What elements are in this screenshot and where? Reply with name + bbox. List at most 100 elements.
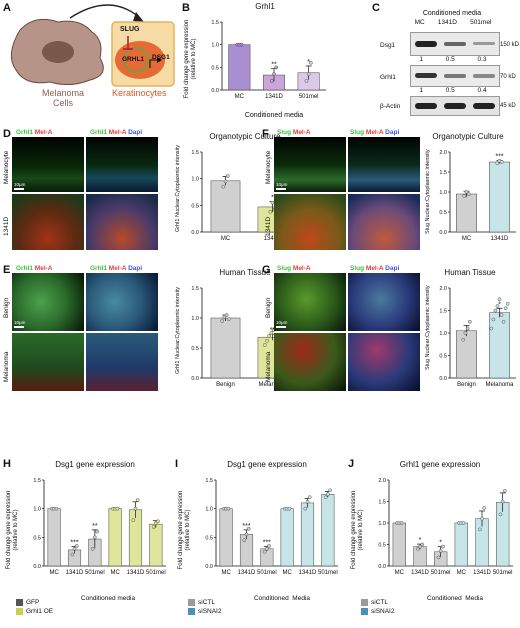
chart-i: 0.00.51.01.5MC***1341D***501mel MC 1341D 50… <box>205 478 338 576</box>
ch-dapi: Dapi <box>128 129 143 136</box>
panel-j-ylabel-2: (relative to MC) <box>358 509 364 551</box>
y-tick-label: 1.0 <box>439 331 447 337</box>
x-tick-label: MC <box>49 570 59 576</box>
x-tick-label: MC <box>462 236 472 242</box>
chart-f: 0.0 0.5 1.0 1.5 2.0 MC *** 1341D <box>439 150 516 242</box>
legend-item: siSNAI2 <box>188 607 221 616</box>
bar <box>456 330 477 379</box>
data-point <box>133 506 138 511</box>
micrograph-f-3 <box>274 194 346 250</box>
legend-swatch <box>188 598 195 606</box>
g-row2-label: Melanoma <box>265 351 272 382</box>
y-tick-label: 0.5 <box>378 543 386 549</box>
data-point <box>90 547 95 551</box>
f-row1-label: Melanocyte <box>265 150 272 184</box>
chart-b: 0.0 0.5 1.0 1.5 MC ** 1341D * 501mel <box>211 20 326 100</box>
ch-dapi: Dapi <box>128 265 143 272</box>
y-tick-label: 0.5 <box>211 65 219 71</box>
blot-val: 0.5 <box>445 56 455 63</box>
x-tick-label: 1341D <box>491 236 509 242</box>
data-point <box>497 297 502 302</box>
x-tick-label: MC <box>235 94 245 100</box>
y-tick-label: 0.5 <box>439 354 447 360</box>
bar <box>108 508 122 567</box>
slug-label: SLUG <box>120 26 140 33</box>
data-point <box>466 192 471 196</box>
data-point <box>287 506 292 511</box>
y-tick-label: 2.0 <box>439 286 447 292</box>
bar <box>128 509 143 567</box>
significance-star: * <box>419 537 422 544</box>
blot-col-1341d: 1341D <box>437 19 457 26</box>
d-row1-label: Melanocyte <box>3 150 10 184</box>
bar <box>260 548 274 567</box>
data-point <box>151 525 156 529</box>
y-tick-label: 1.5 <box>33 478 41 484</box>
legend-swatch <box>361 607 368 615</box>
ch-mela: Mel-A <box>34 129 53 136</box>
grhl1-label: GRHL1 <box>122 56 145 63</box>
panel-label-i: I <box>175 458 179 470</box>
panel-d-title: Organotypic Culture <box>209 132 281 141</box>
data-point <box>70 552 75 557</box>
data-point <box>135 498 140 502</box>
micrograph-e-2 <box>86 273 158 331</box>
chart-h: 0.00.51.01.5MC***1341D**501mel MC 1341D 501… <box>33 478 166 576</box>
scale-bar <box>14 188 24 190</box>
panel-f-title: Organotypic Culture <box>432 132 504 141</box>
x-tick-label: Benign <box>457 382 476 388</box>
y-tick-label: 1.5 <box>211 20 219 26</box>
arrow-curve <box>69 4 141 19</box>
y-tick-label: 2.0 <box>439 150 447 156</box>
panel-g-title: Human Tissue <box>444 268 496 277</box>
blot-band <box>444 74 466 78</box>
panel-e-title: Human Tissue <box>219 268 271 277</box>
micrograph-f-1 <box>274 137 346 192</box>
ch-grhl1: Grhl1 <box>16 129 33 136</box>
data-point <box>480 516 484 521</box>
grhl1-circle <box>123 47 149 73</box>
panel-i-xlabel: Conditioned Media <box>253 595 310 602</box>
panel-b-title: Grhl1 <box>255 2 275 11</box>
legend-gfp: GFP <box>26 599 40 606</box>
x-tick-label: MC <box>110 570 120 576</box>
y-tick-label: 1.5 <box>191 286 199 292</box>
f-row2-label: 1341D <box>265 216 272 236</box>
y-tick-label: 0.5 <box>191 346 199 352</box>
x-tick-label: 501mel <box>431 570 451 576</box>
f-ch-1: Slug Mel-A <box>277 129 311 136</box>
data-point <box>309 61 313 65</box>
ch-grhl1: Grhl1 <box>90 265 107 272</box>
x-tick-label: MC <box>282 570 292 576</box>
data-point <box>495 161 500 166</box>
blot-actin-strip <box>410 96 500 116</box>
panel-i-ylabel-2: (relative to MC) <box>185 509 191 551</box>
bar <box>454 522 468 567</box>
data-point <box>93 535 97 540</box>
blot-val: 1 <box>419 87 423 94</box>
blot-val: 0.4 <box>477 87 487 94</box>
chart-g: 0.0 0.5 1.0 1.5 2.0 Benign * Melanoma <box>439 286 516 388</box>
ch-mela: Mel-A <box>108 129 127 136</box>
ch-mela: Mel-A <box>292 129 311 136</box>
blot-band <box>415 103 437 109</box>
x-tick-label: Melanoma <box>485 382 514 388</box>
legend-swatch <box>361 598 368 606</box>
data-point <box>267 334 271 338</box>
ch-slug: Slug <box>350 129 365 136</box>
bar <box>489 312 510 379</box>
blot-cols: MC 1341D 501mel <box>408 19 498 26</box>
data-point <box>418 544 422 549</box>
significance-star: * <box>307 59 310 66</box>
d-ch-1: Grhl1 Mel-A <box>16 129 53 136</box>
ch-grhl1: Grhl1 <box>90 129 107 136</box>
x-tick-label: 501mel <box>146 570 166 576</box>
bar <box>239 534 254 567</box>
data-point <box>499 160 504 164</box>
x-tick-label: 1341D <box>264 236 282 242</box>
blot-kd-150: 150 kD <box>500 42 520 48</box>
panel-label-e: E <box>3 264 11 276</box>
y-tick-label: 1.0 <box>439 190 447 196</box>
bar <box>280 508 294 567</box>
y-tick-label: 0.0 <box>439 376 447 382</box>
